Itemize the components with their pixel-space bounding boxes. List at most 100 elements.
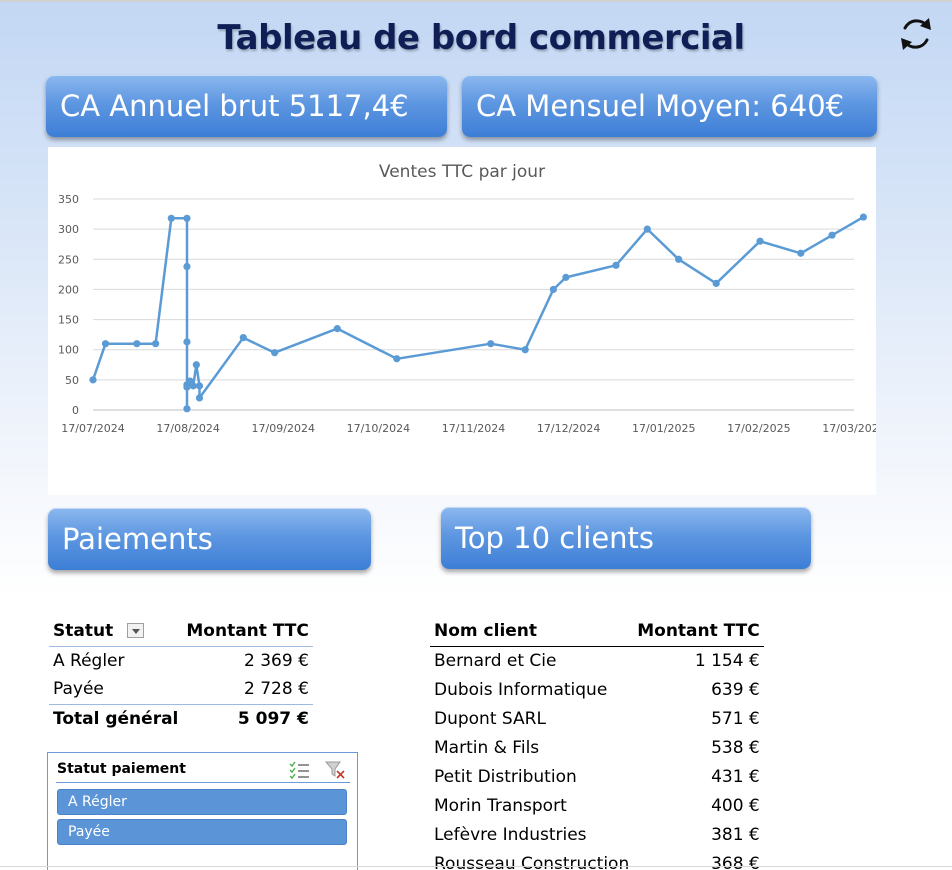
slicer-title: Statut paiement (57, 761, 186, 777)
client-amount: 1 154 € (694, 650, 760, 671)
table-row[interactable]: Rousseau Construction 368 € (430, 849, 764, 870)
data-point (189, 382, 197, 390)
total-label: Total général (49, 703, 183, 733)
table-row[interactable]: Bernard et Cie 1 154 € (430, 646, 764, 675)
data-point (521, 346, 529, 354)
payments-pivot-table: Statut Montant TTC A Régler 2 369 € Payé… (49, 617, 313, 733)
multi-select-icon[interactable] (288, 760, 310, 780)
clear-filter-icon[interactable] (324, 760, 346, 780)
client-name: Martin & Fils (434, 737, 540, 758)
y-tick-label: 100 (58, 344, 79, 357)
x-tick-label: 17/02/2025 (727, 422, 790, 435)
client-name: Morin Transport (434, 795, 567, 816)
y-tick-label: 250 (58, 253, 79, 266)
total-amount: 5 097 € (182, 703, 313, 733)
x-tick-label: 17/10/2024 (347, 422, 410, 435)
header-status-label: Statut (53, 621, 114, 642)
payment-amount: 2 728 € (244, 679, 309, 700)
data-point (89, 376, 97, 384)
data-point (756, 237, 764, 245)
data-point (271, 349, 279, 357)
data-point (183, 338, 191, 346)
header-client-amount: Montant TTC (633, 617, 764, 647)
data-point (549, 285, 557, 294)
x-tick-label: 17/12/2024 (537, 422, 600, 435)
header-status: Statut (49, 617, 183, 647)
data-point (712, 279, 720, 287)
sales-chart[interactable]: Ventes TTC par jour 0 50 100 150 200 250 300 350… (48, 147, 876, 495)
data-point (333, 325, 341, 333)
client-amount: 639 € (711, 679, 760, 700)
client-amount: 400 € (711, 795, 760, 816)
data-point (643, 225, 651, 233)
y-tick-label: 50 (65, 374, 79, 387)
x-tick-label: 17/08/2024 (156, 422, 219, 435)
data-point (562, 273, 570, 281)
refresh-icon[interactable] (893, 12, 939, 56)
data-point (828, 231, 836, 239)
data-point (183, 405, 191, 413)
client-amount: 431 € (711, 766, 760, 787)
table-row[interactable]: A Régler 2 369 € (49, 646, 313, 675)
client-amount: 368 € (711, 853, 760, 870)
data-point (195, 382, 204, 390)
client-name: Lefèvre Industries (434, 824, 587, 845)
client-name: Bernard et Cie (434, 650, 557, 671)
data-point (192, 361, 200, 369)
client-amount: 538 € (711, 737, 760, 758)
data-point (393, 355, 401, 363)
client-amount: 381 € (711, 824, 760, 845)
x-tick-label: 17/11/2024 (442, 422, 505, 435)
payments-button[interactable]: Paiements (48, 508, 371, 570)
kpi-annual-revenue[interactable]: CA Annuel brut 5117,4€ (46, 75, 447, 137)
window-bottom-border (0, 866, 952, 867)
payment-status-slicer[interactable]: Statut paiement A Régler Payée (47, 752, 358, 870)
data-point (675, 255, 683, 263)
total-row[interactable]: Total général 5 097 € (49, 703, 313, 733)
header-client-name: Nom client (430, 617, 634, 647)
slicer-divider (56, 782, 350, 783)
data-point (859, 213, 867, 221)
client-name: Petit Distribution (434, 766, 577, 787)
header-amount: Montant TTC (182, 617, 313, 647)
client-amount: 571 € (711, 708, 760, 729)
window-top-border (0, 0, 952, 2)
x-tick-label: 17/03/2025 (822, 422, 876, 435)
data-point (183, 262, 191, 271)
series-line (91, 216, 865, 411)
filter-dropdown-icon[interactable] (127, 622, 145, 638)
y-tick-label: 0 (72, 404, 79, 417)
data-point (101, 340, 110, 348)
table-row[interactable]: Payée 2 728 € (49, 675, 313, 704)
data-point (797, 249, 805, 257)
slicer-item-payee[interactable]: Payée (57, 819, 347, 845)
y-tick-label: 200 (58, 283, 79, 296)
data-point (239, 334, 247, 342)
client-name: Dubois Informatique (434, 679, 608, 700)
kpi-monthly-revenue[interactable]: CA Mensuel Moyen: 640€ (462, 75, 877, 137)
client-name: Rousseau Construction (434, 853, 630, 870)
y-tick-label: 300 (58, 223, 79, 236)
x-tick-label: 17/01/2025 (632, 422, 695, 435)
top-clients-table: Nom client Montant TTC Bernard et Cie 1 1… (430, 617, 764, 870)
payment-status: A Régler (53, 650, 125, 671)
payment-status: Payée (53, 679, 104, 700)
top-clients-button[interactable]: Top 10 clients (441, 507, 811, 569)
table-row[interactable]: Petit Distribution 431 € (430, 762, 764, 791)
sales-chart-svg: Ventes TTC par jour 0 50 100 150 200 250 300 350… (58, 162, 876, 435)
table-row[interactable]: Dupont SARL 571 € (430, 704, 764, 733)
data-point (183, 214, 191, 222)
table-row[interactable]: Martin & Fils 538 € (430, 733, 764, 762)
table-row[interactable]: Morin Transport 400 € (430, 791, 764, 820)
data-point (152, 340, 160, 348)
x-tick-label: 17/07/2024 (61, 422, 124, 435)
chart-title: Ventes TTC par jour (379, 162, 545, 182)
client-name: Dupont SARL (434, 708, 546, 729)
slicer-item-a-regler[interactable]: A Régler (57, 789, 347, 815)
table-row[interactable]: Lefèvre Industries 381 € (430, 820, 764, 849)
y-tick-label: 350 (58, 193, 79, 206)
data-point (612, 261, 620, 269)
data-point (487, 340, 495, 348)
table-row[interactable]: Dubois Informatique 639 € (430, 675, 764, 704)
data-point (133, 340, 141, 348)
